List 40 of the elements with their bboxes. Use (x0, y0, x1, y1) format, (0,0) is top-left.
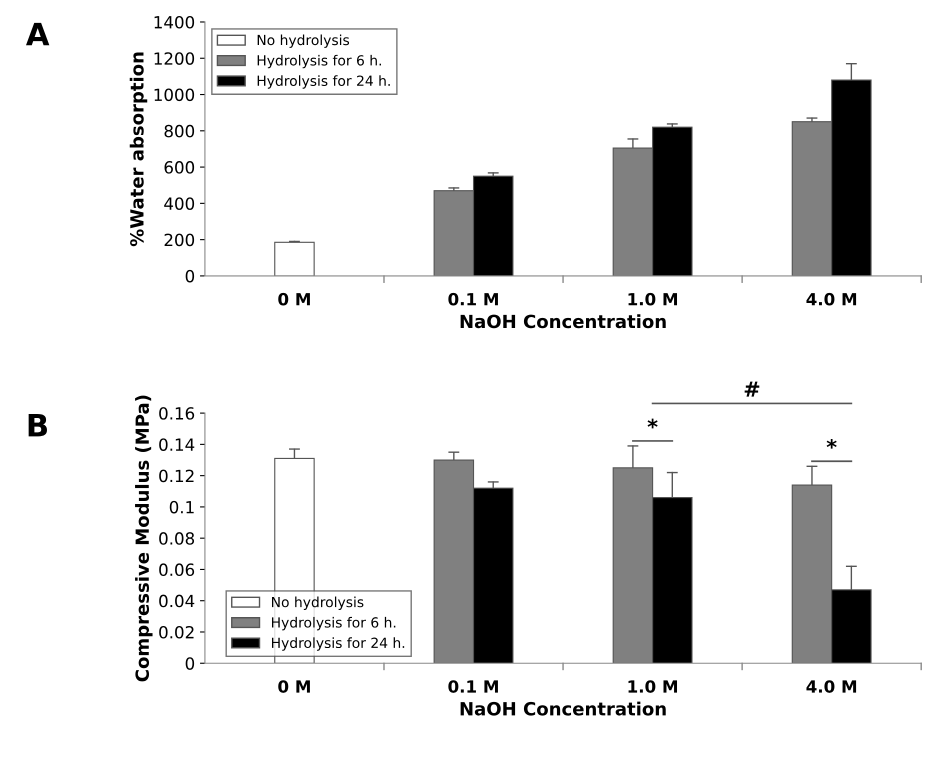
y-axis-title: Compressive Modulus (MPa) (135, 396, 153, 682)
x-tick-label: 1.0 M (628, 680, 678, 693)
y-tick-label: 0.04 (159, 594, 194, 608)
y-tick-label: 800 (164, 124, 194, 138)
legend-label: No hydrolysis (272, 596, 364, 610)
x-tick-label: 1.0 M (628, 292, 678, 306)
x-tick-label: 0.1 M (448, 292, 498, 306)
x-tick-label: 0 M (278, 292, 310, 306)
y-axis-title: %Water absorption (130, 52, 148, 246)
x-axis-title: NaOH Concentration (460, 702, 666, 716)
legend-label: Hydrolysis for 24 h. (258, 75, 390, 89)
y-tick-label: 0.16 (159, 407, 194, 420)
y-tick-label: 0.1 (170, 500, 194, 514)
y-tick-label: 200 (164, 234, 194, 246)
y-tick-label: 1400 (154, 16, 194, 29)
text: # (744, 382, 760, 397)
legend-label: No hydrolysis (258, 34, 350, 48)
y-tick-label: 0.14 (159, 438, 194, 451)
x-tick-label: 4.0 M (806, 680, 856, 693)
x-tick-label: 4.0 M (806, 292, 856, 306)
y-tick-label: 0.06 (159, 563, 194, 576)
x-tick-label: 0 M (278, 680, 310, 693)
y-tick-label: 1000 (154, 88, 194, 102)
annotation: * (826, 438, 837, 449)
y-tick-label: 400 (164, 197, 194, 210)
chart-title: A (26, 22, 50, 46)
legend-label: Hydrolysis for 6 h. (258, 54, 381, 68)
x-tick-label: 0.1 M (448, 680, 498, 693)
x-axis-title: NaOH Concentration (460, 314, 666, 328)
y-tick-label: 600 (164, 161, 194, 174)
y-tick-label: 0 (186, 270, 194, 282)
legend-label: Hydrolysis for 6 h. (272, 616, 396, 630)
legend-label: Hydrolysis for 24 h. (272, 637, 404, 651)
annotation: * (648, 418, 658, 428)
y-tick-label: 0.08 (159, 532, 194, 545)
y-tick-label: 0.12 (159, 470, 194, 482)
y-tick-label: 1200 (154, 52, 194, 65)
chart-title: B (28, 414, 47, 436)
y-tick-label: 0 (186, 657, 194, 670)
y-tick-label: 0.02 (159, 626, 194, 639)
